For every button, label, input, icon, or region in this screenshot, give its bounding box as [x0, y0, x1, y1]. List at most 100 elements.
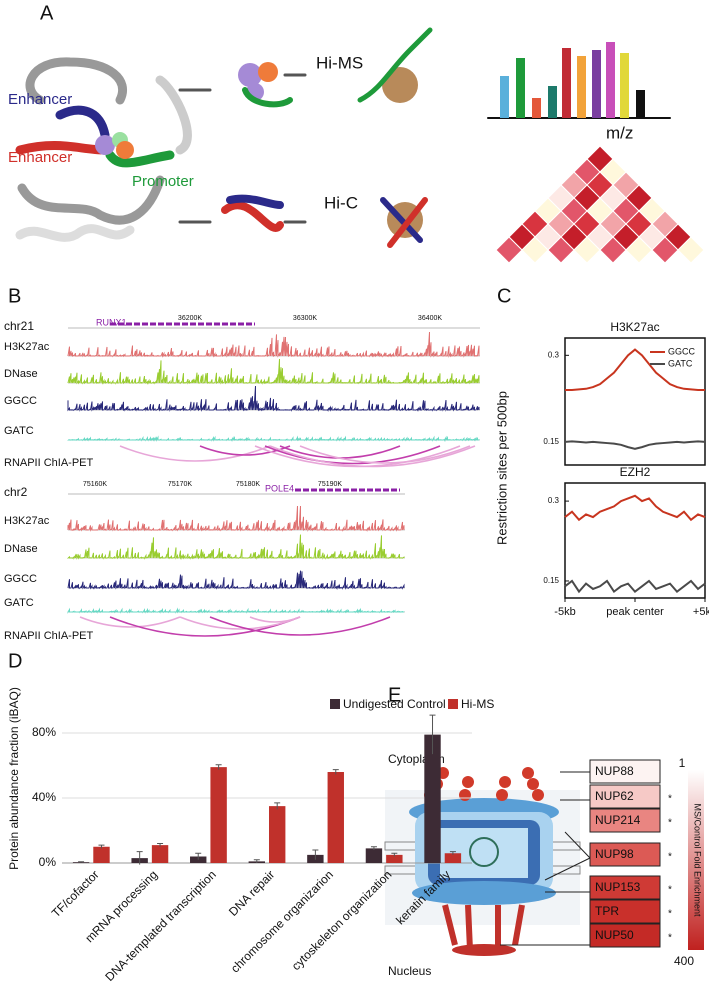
error-bar [312, 849, 319, 860]
error-bar [98, 844, 105, 849]
error-bar [332, 769, 339, 775]
significance: * [668, 794, 672, 805]
x-tick-label: -5kb [554, 606, 575, 618]
colorbar-min: 1 [679, 756, 686, 770]
bar [327, 772, 344, 863]
track-label: H3K27ac [4, 515, 50, 527]
x-tick-label: cytoskeleton organization [289, 867, 395, 973]
x-tick-label: DNA repair [226, 867, 277, 918]
x-tick-label: chromosome organizarion [228, 867, 336, 975]
protein-box [589, 899, 661, 924]
chart-title: EZH2 [620, 465, 651, 479]
contact-map [495, 145, 705, 264]
track-label: RNAPII ChIA-PET [4, 630, 94, 642]
legend-label: GGCC [668, 346, 696, 356]
signal-track [67, 607, 405, 614]
bar [365, 848, 383, 863]
y-tick-label: 40% [32, 790, 56, 804]
loop-arc [209, 616, 391, 636]
bar [444, 853, 462, 863]
legend-label: GATC [668, 358, 693, 368]
contact-cell [599, 236, 627, 264]
y-axis-label: Protein abundance fraction (iBAQ) [7, 687, 21, 870]
error-bar [195, 852, 202, 860]
track-label: DNase [4, 368, 38, 380]
coordinate: 75170K [168, 481, 192, 488]
loop-arc [79, 616, 181, 628]
gene-name: RUNX1 [96, 317, 127, 327]
protein-box [589, 875, 661, 900]
significance: * [668, 933, 672, 944]
bar [424, 734, 441, 863]
signal-track [67, 534, 405, 560]
legend-label: Hi-MS [461, 697, 494, 711]
bar [386, 854, 403, 863]
label: Enhancer [8, 91, 72, 108]
coordinate: 75160K [83, 481, 107, 488]
error-bar [136, 851, 143, 865]
contact-cell [677, 236, 705, 264]
chromosome: chr21 [4, 319, 34, 333]
legend-swatch [448, 699, 458, 709]
line-series [564, 579, 706, 594]
significance: * [668, 909, 672, 920]
protein-name: NUP153 [595, 880, 641, 894]
protein-box [589, 808, 661, 833]
line-series [565, 348, 705, 391]
track-label: RNAPII ChIA-PET [4, 457, 94, 469]
protein-box [589, 784, 661, 809]
panel-label: B [8, 285, 21, 307]
signal-track [67, 570, 405, 590]
loop-arc [269, 445, 476, 468]
signal-track [67, 331, 480, 358]
x-tick-label: TF/cofactor [49, 867, 102, 920]
nuclear-pore-art [384, 767, 591, 956]
coordinate: 75190K [318, 481, 342, 488]
y-axis-label: Restriction sites per 500bp [494, 391, 509, 545]
x-tick-label: peak center [606, 606, 664, 618]
protein-name: NUP214 [595, 813, 641, 827]
protein-name: NUP98 [595, 847, 634, 861]
protein-name: NUP50 [595, 928, 634, 942]
loop-arc [199, 445, 291, 456]
colorbar [688, 770, 704, 950]
coordinate: 36200K [178, 315, 202, 322]
protein-name: TPR [595, 904, 619, 918]
track-label: GATC [4, 425, 34, 437]
label: Nucleus [388, 964, 431, 978]
y-tick-label: 0% [39, 855, 57, 869]
panel-label: C [497, 285, 511, 307]
label: Hi-C [324, 193, 358, 212]
panel-label: D [8, 650, 22, 672]
coordinate: 36300K [293, 315, 317, 322]
error-bar [157, 843, 164, 847]
y-tick-label: 80% [32, 725, 56, 739]
panel-label: A [40, 2, 54, 24]
contact-cell [547, 236, 575, 264]
error-bar [429, 714, 436, 755]
line-series [564, 440, 706, 450]
protein-name: NUP88 [595, 764, 634, 778]
y-tick-label: 0.3 [548, 350, 560, 359]
loop-arc [264, 445, 441, 465]
contact-cell [495, 236, 523, 264]
track-label: GGCC [4, 573, 37, 585]
contact-cell [521, 236, 549, 264]
bar [210, 767, 227, 863]
loop-arc [299, 445, 471, 464]
error-bar [391, 852, 398, 857]
legend-swatch [330, 699, 340, 709]
bar [151, 845, 169, 863]
protein-box [589, 759, 661, 784]
bar [269, 806, 286, 863]
x-tick-label: DNA-templated transcription [102, 867, 218, 983]
loop-arc [249, 616, 301, 623]
contact-cell [651, 236, 679, 264]
plot-frame [564, 482, 706, 599]
error-bar [274, 802, 281, 810]
track-label: GGCC [4, 395, 37, 407]
error-bar [449, 851, 456, 855]
label: Enhancer [8, 149, 72, 166]
error-bar [78, 861, 85, 863]
